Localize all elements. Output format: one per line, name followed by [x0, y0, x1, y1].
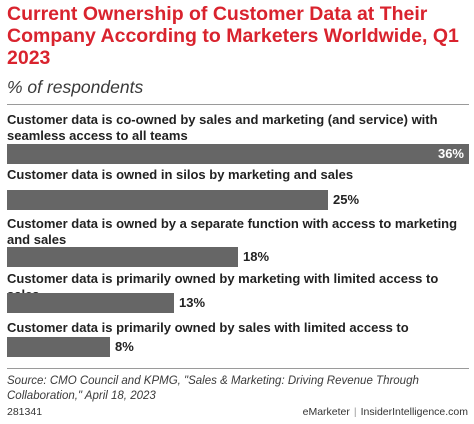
chart-title: Current Ownership of Customer Data at Th…	[7, 3, 459, 69]
brand-footer: eMarketer | InsiderIntelligence.com	[303, 406, 468, 419]
bar	[7, 190, 328, 210]
bar	[7, 337, 110, 357]
bottom-divider	[7, 368, 469, 369]
value-label: 25%	[333, 192, 360, 207]
brand-separator: |	[353, 406, 357, 418]
value-label: 8%	[115, 339, 134, 354]
bar	[7, 293, 174, 313]
category-label: Customer data is owned by a separate fun…	[7, 216, 458, 247]
bar	[7, 247, 238, 267]
source-note: Source: CMO Council and KPMG, "Sales & M…	[7, 375, 419, 402]
top-divider	[7, 104, 469, 105]
chart-id: 281341	[7, 406, 43, 418]
value-label: 13%	[179, 295, 206, 310]
brand-insider-intelligence: InsiderIntelligence.com	[360, 406, 468, 418]
brand-emarketer: eMarketer	[302, 406, 350, 418]
value-label: 18%	[243, 249, 270, 264]
category-label: Customer data is co-owned by sales and m…	[7, 112, 438, 143]
chart-subtitle: % of respondents	[7, 77, 144, 97]
category-label: Customer data is owned in silos by marke…	[7, 167, 354, 182]
bar	[7, 144, 469, 164]
value-label: 36%	[437, 146, 464, 161]
